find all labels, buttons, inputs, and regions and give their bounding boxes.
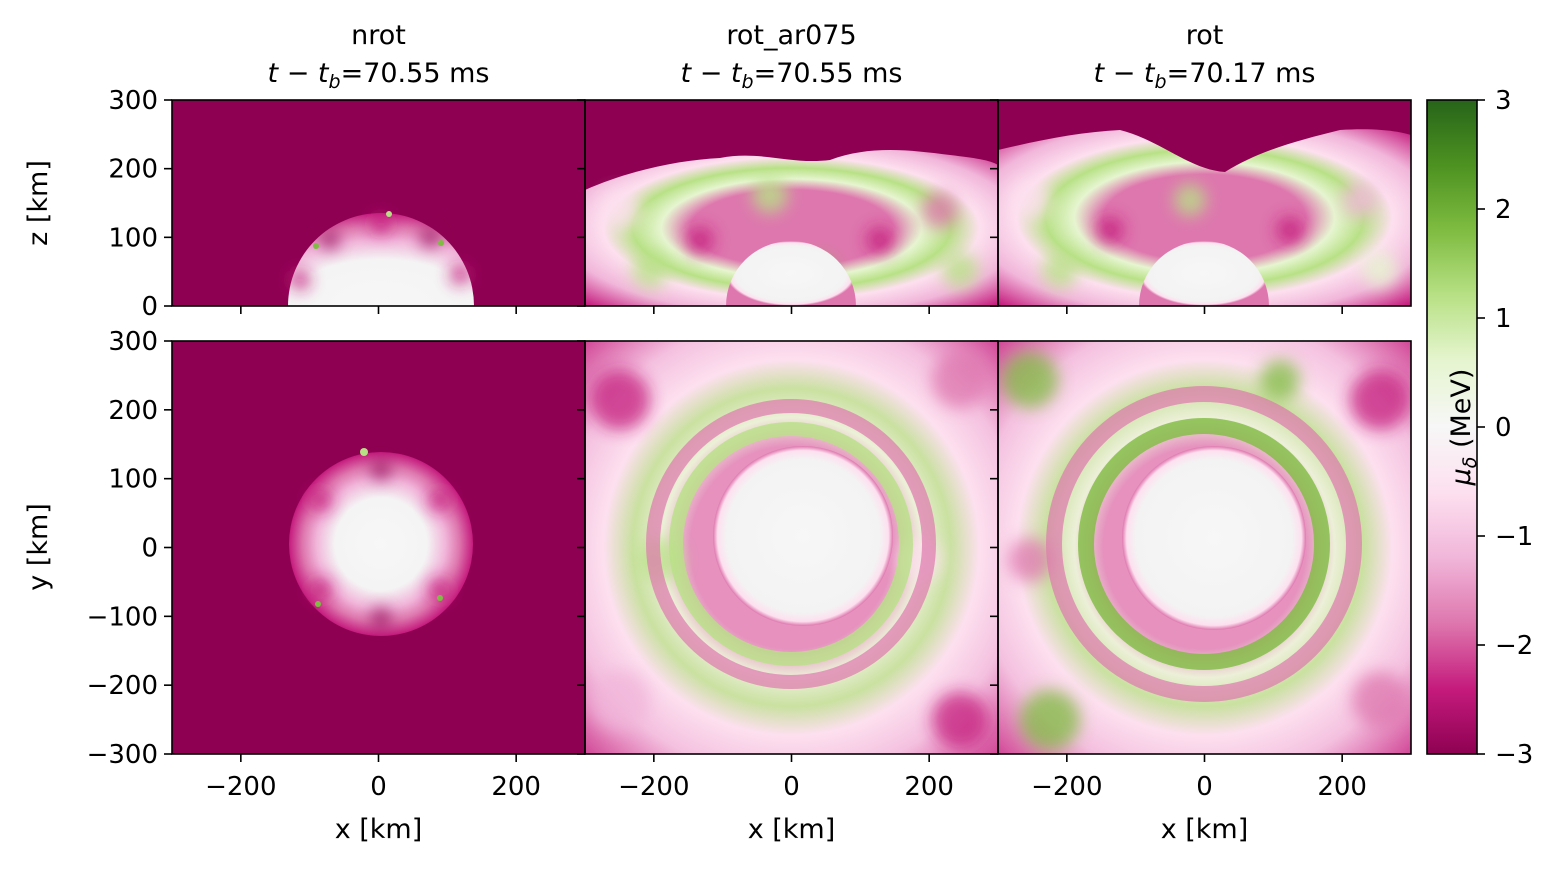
y-tick-label-top-0: 300 <box>108 86 158 116</box>
heatmap-rot-xy <box>998 341 1411 754</box>
shock-region-nrot-xy <box>289 452 473 636</box>
xlabel-panel-0: x [km] <box>335 814 423 845</box>
y-tick-label-top-2: 100 <box>108 223 158 253</box>
colorbar-tick-label-6: −3 <box>1495 740 1533 770</box>
colorbar-label: μδ (MeV) <box>1446 369 1481 487</box>
xlabel-panel-1: x [km] <box>748 814 836 845</box>
top-row-ylabel: z [km] <box>23 160 54 246</box>
heatmap-nrot-xz <box>172 100 585 306</box>
colorbar-tick-label-1: 2 <box>1495 195 1512 225</box>
panel-title-run-0: nrot <box>351 20 406 51</box>
x-tick-label-2-2: 200 <box>1317 772 1367 802</box>
y-tick-label-bottom-3: 0 <box>141 534 158 564</box>
x-tick-label-1-1: 0 <box>783 772 800 802</box>
heatmap-rot-xz <box>998 100 1411 306</box>
colorbar-tick-label-3: 0 <box>1495 413 1512 443</box>
axes: −200 0 200 −200 0 200 −200 0 200 300 200 100 0 300 200… <box>87 86 1367 802</box>
xlabel-panel-2: x [km] <box>1161 814 1249 845</box>
pns-region-rot-xy <box>1122 446 1306 630</box>
y-tick-label-top-3: 0 <box>141 292 158 322</box>
bottom-row-ylabel: y [km] <box>23 503 54 591</box>
colorbar-tick-label-4: −1 <box>1495 522 1533 552</box>
panel-title-run-2: rot <box>1186 20 1224 51</box>
colorbar-tick-label-2: 1 <box>1495 304 1512 334</box>
pns-region-rot-xz <box>1139 241 1269 306</box>
x-tick-label-2-1: 0 <box>1196 772 1213 802</box>
panel-title-time-0: t − tb=70.55 ms <box>268 58 490 93</box>
y-tick-label-bottom-2: 100 <box>108 465 158 495</box>
x-tick-label-0-1: 0 <box>370 772 387 802</box>
y-tick-label-top-1: 200 <box>108 155 158 185</box>
x-tick-label-2-0: −200 <box>1031 772 1102 802</box>
colorbar-ticks: 3 2 1 0 −1 −2 −3 <box>1477 86 1533 770</box>
colorbar-tick-label-5: −2 <box>1495 631 1533 661</box>
panel-title-time-2: t − tb=70.17 ms <box>1094 58 1316 93</box>
y-tick-label-bottom-0: 300 <box>108 327 158 357</box>
x-tick-label-0-2: 200 <box>491 772 541 802</box>
panel-title-run-1: rot_ar075 <box>726 20 856 51</box>
panel-title-time-1: t − tb=70.55 ms <box>681 58 903 93</box>
x-tick-label-1-0: −200 <box>618 772 689 802</box>
pns-region-rot_ar075-xy <box>713 446 893 626</box>
y-tick-label-bottom-5: −200 <box>87 671 158 701</box>
x-tick-label-0-0: −200 <box>205 772 276 802</box>
x-tick-label-1-2: 200 <box>904 772 954 802</box>
heatmap-nrot-xy <box>172 341 585 754</box>
y-tick-label-bottom-1: 200 <box>108 396 158 426</box>
panel-titles: nrot t − tb=70.55 ms rot_ar075 t − tb=70… <box>268 20 1316 93</box>
pns-region-rot_ar075-xz <box>726 241 856 306</box>
heatmap-rot_ar075-xz <box>585 100 998 306</box>
y-tick-label-bottom-6: −300 <box>87 740 158 770</box>
y-tick-label-bottom-4: −100 <box>87 602 158 632</box>
colorbar-tick-label-0: 3 <box>1495 86 1512 116</box>
heatmap-rot_ar075-xy <box>585 341 998 754</box>
